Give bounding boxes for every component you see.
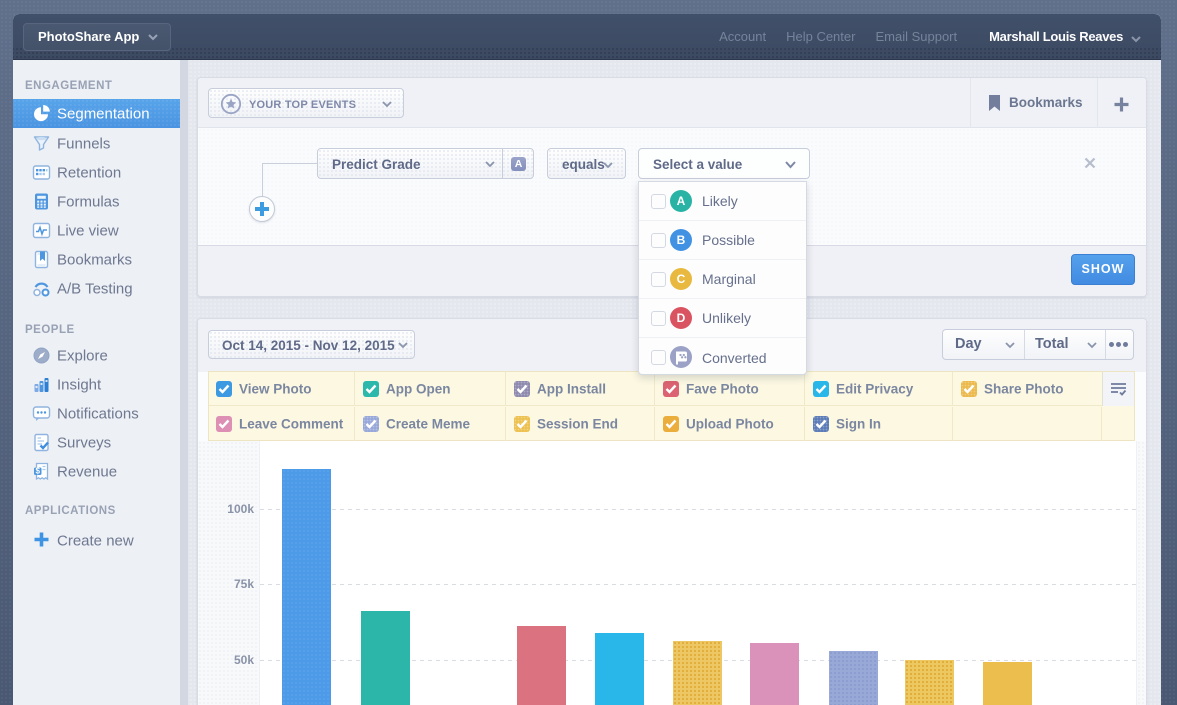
svg-text:$: $ [36,466,41,475]
